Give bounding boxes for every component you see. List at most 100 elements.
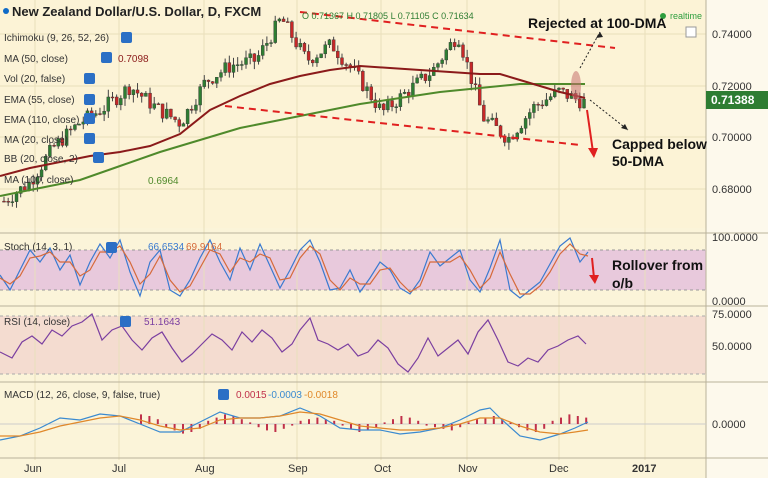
indicator-legend: Ichimoku (9, 26, 52, 26) MA (50, close) … xyxy=(4,33,179,187)
time-tick: Sep xyxy=(288,463,308,475)
candle-body xyxy=(165,108,169,119)
candle-body xyxy=(519,128,524,134)
rsi-band xyxy=(0,316,706,374)
capped-annotation-line2: 50-DMA xyxy=(612,153,664,169)
candle-body xyxy=(10,201,15,203)
time-tick: Dec xyxy=(549,463,569,475)
eye-icon[interactable] xyxy=(101,52,112,63)
candle-body xyxy=(477,84,482,106)
down-arrow-stoch-head xyxy=(589,275,599,284)
candle-body xyxy=(139,92,144,97)
candle-body xyxy=(56,138,60,147)
candle-body xyxy=(386,100,390,111)
eye-icon[interactable] xyxy=(106,242,117,253)
candle-body xyxy=(419,73,423,79)
annotations: Rejected at 100-DMA Capped below 50-DMA … xyxy=(528,15,707,291)
rsi-tick: 50.0000 xyxy=(712,341,752,353)
macd-hist-bar xyxy=(576,416,579,424)
macd-hist-bar xyxy=(350,424,352,429)
candle-body xyxy=(169,108,173,118)
macd-hist-bar xyxy=(476,419,478,424)
candle-body xyxy=(44,156,48,171)
eye-icon[interactable] xyxy=(120,316,131,327)
settings-icon[interactable] xyxy=(685,26,697,38)
candle-body xyxy=(114,96,119,106)
macd-hist-bar xyxy=(148,416,151,424)
eye-icon[interactable] xyxy=(84,73,95,84)
price-axis[interactable]: 0.74000 0.72000 0.70000 0.68000 xyxy=(712,29,752,196)
candle-body xyxy=(14,193,19,202)
candle-body xyxy=(582,98,586,109)
candle-body xyxy=(306,51,311,61)
eye-icon[interactable] xyxy=(121,32,132,43)
legend-eye-icons[interactable] xyxy=(84,32,132,163)
rsi-tick: 75.0000 xyxy=(712,309,752,321)
down-arrow-price-head xyxy=(588,148,598,158)
rsi-value: 51.1643 xyxy=(144,317,181,328)
eye-icon[interactable] xyxy=(84,113,95,124)
eye-icon[interactable] xyxy=(84,133,95,144)
eye-icon[interactable] xyxy=(84,94,95,105)
macd-hist-bar xyxy=(450,424,453,431)
candle-body xyxy=(494,117,499,126)
candle-body xyxy=(215,77,219,84)
candle-body xyxy=(110,96,115,99)
candle-body xyxy=(181,123,186,127)
macd-line-value: -0.0003 xyxy=(268,390,302,401)
macd-hist-bar xyxy=(467,422,470,424)
candle-body xyxy=(415,77,419,84)
candle-body xyxy=(185,108,190,124)
candle-body xyxy=(490,117,494,120)
ema110-label: EMA (110, close) xyxy=(4,115,79,126)
rejected-annotation: Rejected at 100-DMA xyxy=(528,15,667,31)
time-axis[interactable]: Jun Jul Aug Sep Oct Nov Dec 2017 xyxy=(24,463,656,475)
candle-body xyxy=(340,57,344,65)
ohlc-readout: O 0.71367 H 0.71805 L 0.71105 C 0.71634 xyxy=(302,11,474,21)
candle-body xyxy=(231,64,236,73)
candle-body xyxy=(398,93,403,107)
candle-body xyxy=(210,81,215,84)
candle-body xyxy=(356,66,361,72)
eye-icon[interactable] xyxy=(218,389,229,400)
candle-body xyxy=(461,44,465,58)
capped-annotation-line1: Capped below xyxy=(612,136,707,152)
candle-body xyxy=(73,124,77,130)
candle-body xyxy=(361,71,365,91)
macd-hist-bar xyxy=(417,420,420,424)
macd-hist-bar xyxy=(198,424,201,429)
stoch-k-value: 66.6534 xyxy=(148,242,185,253)
candle-body xyxy=(286,21,290,23)
macd-hist-bar xyxy=(207,420,210,424)
candle-body xyxy=(2,200,6,203)
macd-hist-bar xyxy=(375,424,378,428)
candle-body xyxy=(436,63,440,68)
realtime-dot-icon xyxy=(660,13,666,19)
candle-body xyxy=(373,99,378,108)
chart-header: New Zealand Dollar/U.S. Dollar, D, FXCM … xyxy=(3,4,702,38)
symbol-dot-icon xyxy=(3,8,9,14)
candle-body xyxy=(452,42,457,47)
candle-body xyxy=(298,43,302,48)
candle-body xyxy=(194,104,198,111)
candle-body xyxy=(486,119,490,122)
macd-hist-bar xyxy=(308,419,310,424)
candle-body xyxy=(281,18,286,22)
candle-body xyxy=(269,42,273,44)
macd-hist-bar xyxy=(140,414,142,424)
candle-body xyxy=(219,72,223,78)
rsi-legend: RSI (14, close) 51.1643 xyxy=(4,317,181,328)
candle-body xyxy=(119,98,123,106)
candle-body xyxy=(327,39,332,46)
macd-hist-bar xyxy=(560,417,562,424)
candle-body xyxy=(536,104,540,106)
stoch-label: Stoch (14, 3, 1) xyxy=(4,242,72,253)
macd-label: MACD (12, 26, close, 9, false, true) xyxy=(4,390,160,401)
macd-hist-bar xyxy=(425,424,428,426)
eye-icon[interactable] xyxy=(93,152,104,163)
capped-pointer-head xyxy=(621,124,628,130)
candle-body xyxy=(507,137,511,143)
macd-hist-bar xyxy=(434,424,436,428)
candle-body xyxy=(148,92,152,109)
